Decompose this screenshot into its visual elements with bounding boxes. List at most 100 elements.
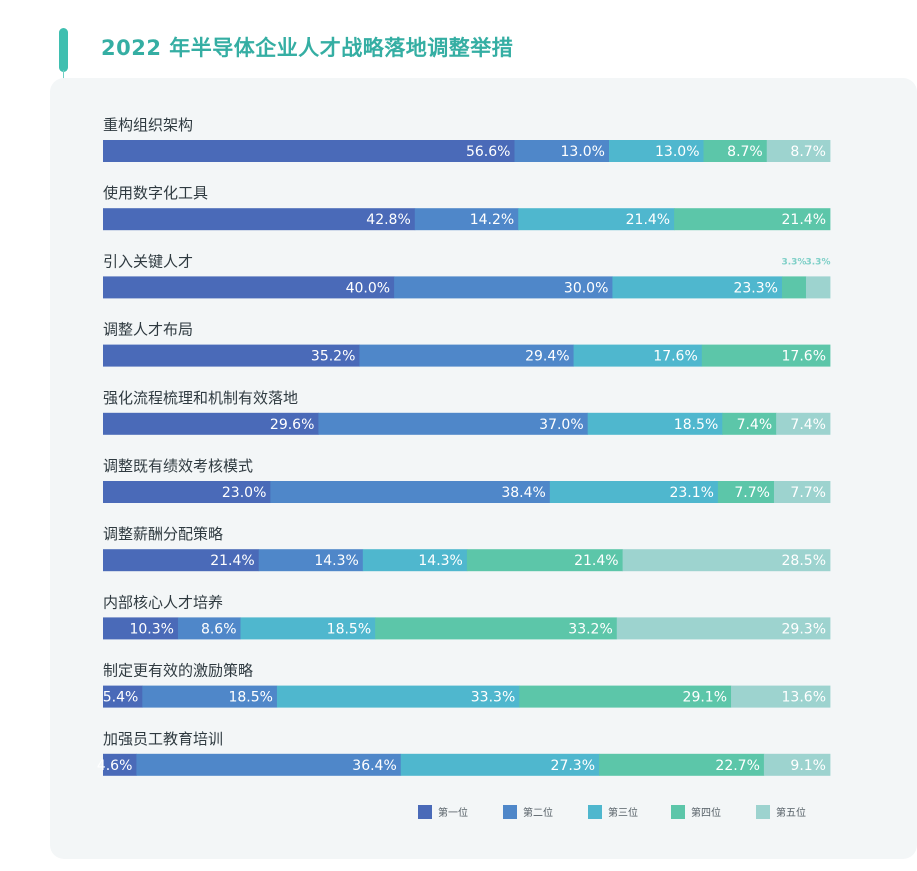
bar-segment — [612, 276, 783, 299]
bar-segment — [514, 140, 610, 162]
category-label: 引入关键人才 — [103, 252, 193, 270]
bar-segment — [773, 481, 831, 503]
data-label: 14.2% — [470, 212, 514, 228]
data-label: 4.6% — [97, 758, 133, 774]
bar-segment — [519, 685, 732, 708]
bar-segment — [616, 617, 831, 640]
bar-segment — [587, 412, 723, 435]
bar-segment — [362, 549, 468, 572]
bar-segment — [703, 140, 768, 162]
category-label: 调整人才布局 — [103, 321, 193, 339]
data-label: 28.5% — [782, 553, 826, 569]
data-label: 29.3% — [782, 621, 826, 637]
legend-label: 第五位 — [776, 806, 806, 819]
category-label: 制定更有效的激励策略 — [103, 662, 253, 680]
data-label: 21.4% — [574, 553, 618, 569]
data-label: 33.2% — [568, 621, 612, 637]
legend-swatch — [503, 805, 517, 819]
bar-segment — [414, 208, 519, 231]
bar-segment — [722, 412, 777, 435]
bar-segment — [103, 344, 360, 367]
data-label: 18.5% — [327, 621, 371, 637]
bar-segment — [103, 208, 416, 231]
bar-segment — [103, 481, 271, 503]
data-label: 13.0% — [655, 144, 699, 160]
bar-segment — [240, 617, 376, 640]
data-label: 9.1% — [790, 758, 826, 774]
data-label: 29.1% — [683, 690, 727, 706]
data-label: 22.7% — [715, 758, 759, 774]
data-label: 7.7% — [734, 485, 770, 501]
data-label: 40.0% — [346, 280, 390, 296]
bar-segment — [103, 140, 515, 162]
category-label: 加强员工教育培训 — [103, 730, 223, 748]
data-label: 17.6% — [782, 349, 826, 365]
data-label: 7.4% — [790, 417, 826, 433]
bar-segment — [466, 549, 623, 572]
bar-segment — [258, 549, 364, 572]
data-label: 3.3% — [781, 257, 806, 267]
legend-swatch — [418, 805, 432, 819]
data-label: 5.4% — [103, 690, 139, 706]
data-label: 56.6% — [466, 144, 510, 160]
legend-swatch — [756, 805, 770, 819]
data-label: 7.7% — [790, 485, 826, 501]
bar-segment — [701, 344, 831, 367]
category-label: 调整既有绩效考核模式 — [103, 457, 253, 475]
category-label: 内部核心人才培养 — [103, 593, 223, 611]
bar-segment — [599, 753, 765, 776]
bar-segment — [674, 208, 831, 231]
bar-segment — [400, 753, 600, 776]
data-label: 37.0% — [539, 417, 583, 433]
bar-segment — [776, 412, 831, 435]
data-label: 17.6% — [653, 349, 697, 365]
bar-segment — [103, 753, 137, 776]
category-label: 重构组织架构 — [103, 116, 193, 134]
data-label: 7.4% — [737, 417, 773, 433]
bar-segment — [103, 412, 319, 435]
data-label: 23.3% — [733, 280, 777, 296]
legend-swatch — [588, 805, 602, 819]
data-label: 29.4% — [525, 349, 569, 365]
chart-panel — [50, 78, 917, 859]
data-label: 21.4% — [626, 212, 670, 228]
bar-segment — [573, 344, 703, 367]
data-label: 3.3% — [806, 257, 831, 267]
data-label: 29.6% — [270, 417, 314, 433]
legend-swatch — [671, 805, 685, 819]
bar-segment — [136, 753, 402, 776]
data-label: 21.4% — [210, 553, 254, 569]
data-label: 8.7% — [727, 144, 763, 160]
bar-segment — [763, 753, 831, 776]
category-label: 强化流程梳理和机制有效落地 — [103, 389, 298, 407]
bar-segment — [270, 481, 551, 503]
legend-label: 第四位 — [691, 806, 721, 819]
bar-segment — [103, 617, 179, 640]
bar-segment — [359, 344, 574, 367]
legend-label: 第三位 — [608, 806, 638, 819]
bar-segment — [142, 685, 278, 708]
data-label: 14.3% — [418, 553, 462, 569]
data-label: 35.2% — [311, 349, 355, 365]
data-label: 8.7% — [790, 144, 826, 160]
data-label: 14.3% — [314, 553, 358, 569]
title-accent-bar — [59, 28, 68, 72]
bar-segment — [394, 276, 613, 299]
data-label: 36.4% — [352, 758, 396, 774]
bar-segment — [608, 140, 704, 162]
data-label: 33.3% — [471, 690, 515, 706]
data-label: 27.3% — [551, 758, 595, 774]
data-label: 18.5% — [228, 690, 272, 706]
bar-segment — [766, 140, 831, 162]
bar-segment — [375, 617, 618, 640]
data-label: 21.4% — [782, 212, 826, 228]
bar-segment — [549, 481, 719, 503]
data-label: 23.1% — [669, 485, 713, 501]
bar-segment — [518, 208, 675, 231]
bar-segment — [103, 685, 143, 708]
data-label: 13.0% — [561, 144, 605, 160]
legend-label: 第一位 — [438, 806, 468, 819]
bar-segment — [781, 276, 807, 299]
bar-segment — [717, 481, 775, 503]
